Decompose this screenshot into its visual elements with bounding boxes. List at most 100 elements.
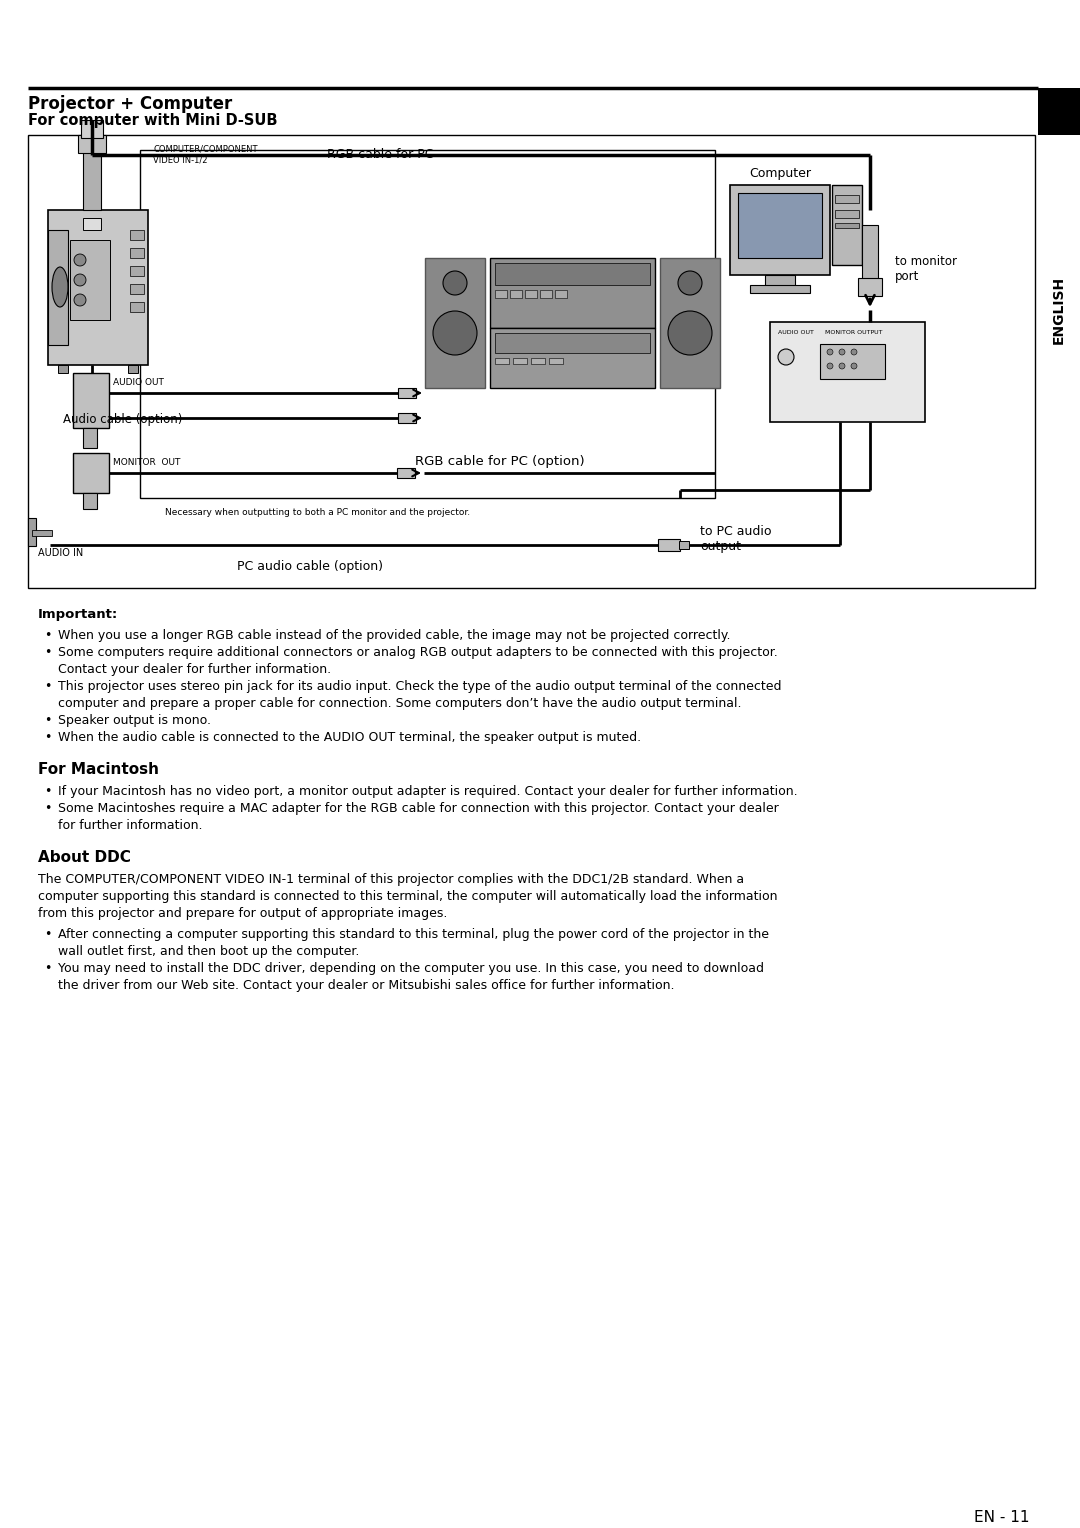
Bar bbox=[555, 290, 567, 298]
Text: Necessary when outputting to both a PC monitor and the projector.: Necessary when outputting to both a PC m… bbox=[165, 507, 470, 516]
Text: •: • bbox=[44, 730, 52, 744]
Text: RGB cable for PC (option): RGB cable for PC (option) bbox=[415, 455, 584, 468]
Bar bbox=[32, 530, 52, 536]
Bar bbox=[858, 278, 882, 296]
Text: MONITOR  OUT: MONITOR OUT bbox=[113, 458, 180, 468]
Bar bbox=[490, 258, 654, 329]
Bar bbox=[83, 428, 97, 448]
Bar bbox=[28, 518, 36, 545]
Text: •: • bbox=[44, 927, 52, 941]
Text: After connecting a computer supporting this standard to this terminal, plug the : After connecting a computer supporting t… bbox=[58, 927, 769, 941]
Circle shape bbox=[778, 348, 794, 365]
Bar bbox=[835, 209, 859, 219]
Circle shape bbox=[839, 364, 845, 368]
Bar bbox=[78, 134, 106, 153]
Bar bbox=[832, 185, 862, 264]
Bar bbox=[399, 388, 416, 397]
Text: Some Macintoshes require a MAC adapter for the RGB cable for connection with thi: Some Macintoshes require a MAC adapter f… bbox=[58, 802, 779, 814]
Text: For computer with Mini D-SUB: For computer with Mini D-SUB bbox=[28, 113, 278, 128]
Circle shape bbox=[827, 348, 833, 354]
Text: the driver from our Web site. Contact your dealer or Mitsubishi sales office for: the driver from our Web site. Contact yo… bbox=[58, 979, 675, 992]
Bar bbox=[549, 358, 563, 364]
Circle shape bbox=[75, 274, 86, 286]
Bar bbox=[660, 258, 720, 388]
Text: Speaker output is mono.: Speaker output is mono. bbox=[58, 714, 211, 727]
Bar bbox=[426, 258, 485, 388]
Text: The COMPUTER/COMPONENT VIDEO IN-1 terminal of this projector complies with the D: The COMPUTER/COMPONENT VIDEO IN-1 termin… bbox=[38, 872, 744, 886]
Bar bbox=[835, 223, 859, 228]
Bar bbox=[495, 358, 509, 364]
Ellipse shape bbox=[52, 267, 68, 307]
Text: MONITOR OUTPUT: MONITOR OUTPUT bbox=[825, 330, 882, 335]
Bar bbox=[730, 185, 831, 275]
Bar bbox=[83, 219, 102, 231]
Text: For Macintosh: For Macintosh bbox=[38, 762, 159, 778]
Text: •: • bbox=[44, 802, 52, 814]
Bar bbox=[540, 290, 552, 298]
Text: AUDIO OUT: AUDIO OUT bbox=[113, 377, 164, 387]
Text: AUDIO OUT: AUDIO OUT bbox=[778, 330, 814, 335]
Text: You may need to install the DDC driver, depending on the computer you use. In th: You may need to install the DDC driver, … bbox=[58, 963, 764, 975]
Text: Projector + Computer: Projector + Computer bbox=[28, 95, 232, 113]
Bar bbox=[1038, 134, 1080, 1335]
Bar bbox=[130, 303, 144, 312]
Text: When the audio cable is connected to the AUDIO OUT terminal, the speaker output : When the audio cable is connected to the… bbox=[58, 730, 642, 744]
Text: Important:: Important: bbox=[38, 608, 118, 620]
Text: •: • bbox=[44, 785, 52, 798]
Bar bbox=[862, 225, 878, 280]
Text: When you use a longer RGB cable instead of the provided cable, the image may not: When you use a longer RGB cable instead … bbox=[58, 630, 730, 642]
Bar bbox=[765, 275, 795, 287]
Bar bbox=[525, 290, 537, 298]
Bar bbox=[28, 134, 1035, 588]
Text: COMPUTER/COMPONENT
VIDEO IN-1/2: COMPUTER/COMPONENT VIDEO IN-1/2 bbox=[153, 145, 257, 165]
Text: PC audio cable (option): PC audio cable (option) bbox=[237, 559, 383, 573]
Circle shape bbox=[851, 348, 858, 354]
Bar bbox=[399, 413, 416, 423]
Text: This projector uses stereo pin jack for its audio input. Check the type of the a: This projector uses stereo pin jack for … bbox=[58, 680, 782, 694]
Bar bbox=[70, 240, 110, 319]
Text: Audio cable (option): Audio cable (option) bbox=[63, 413, 183, 426]
Bar bbox=[73, 373, 109, 428]
Circle shape bbox=[851, 364, 858, 368]
Bar bbox=[513, 358, 527, 364]
Text: computer and prepare a proper cable for connection. Some computers don’t have th: computer and prepare a proper cable for … bbox=[58, 697, 742, 711]
Text: EN - 11: EN - 11 bbox=[974, 1510, 1030, 1525]
Text: About DDC: About DDC bbox=[38, 850, 131, 865]
Bar bbox=[1038, 89, 1080, 134]
Bar bbox=[495, 263, 650, 286]
Bar bbox=[83, 494, 97, 509]
Bar bbox=[48, 231, 68, 345]
Text: ENGLISH: ENGLISH bbox=[1052, 277, 1066, 344]
Bar bbox=[495, 333, 650, 353]
Bar bbox=[770, 322, 924, 422]
Bar bbox=[83, 150, 102, 209]
Bar bbox=[490, 329, 654, 388]
Text: •: • bbox=[44, 714, 52, 727]
Bar bbox=[130, 231, 144, 240]
Bar bbox=[129, 365, 138, 373]
Bar bbox=[658, 539, 680, 552]
Circle shape bbox=[75, 293, 86, 306]
Bar bbox=[531, 358, 545, 364]
Text: •: • bbox=[44, 680, 52, 694]
Circle shape bbox=[433, 312, 477, 354]
Bar bbox=[495, 290, 507, 298]
Text: If your Macintosh has no video port, a monitor output adapter is required. Conta: If your Macintosh has no video port, a m… bbox=[58, 785, 798, 798]
Bar bbox=[130, 266, 144, 277]
Text: RGB cable for PC: RGB cable for PC bbox=[327, 148, 433, 160]
Bar bbox=[58, 365, 68, 373]
Circle shape bbox=[669, 312, 712, 354]
Text: •: • bbox=[44, 963, 52, 975]
Text: Some computers require additional connectors or analog RGB output adapters to be: Some computers require additional connec… bbox=[58, 646, 778, 659]
Bar bbox=[750, 286, 810, 293]
Bar bbox=[397, 468, 415, 478]
Text: •: • bbox=[44, 630, 52, 642]
Circle shape bbox=[75, 254, 86, 266]
Text: •: • bbox=[44, 646, 52, 659]
Text: computer supporting this standard is connected to this terminal, the computer wi: computer supporting this standard is con… bbox=[38, 889, 778, 903]
Bar bbox=[73, 452, 109, 494]
Circle shape bbox=[839, 348, 845, 354]
Text: to PC audio
output: to PC audio output bbox=[700, 526, 771, 553]
Text: for further information.: for further information. bbox=[58, 819, 203, 833]
Bar bbox=[140, 150, 715, 498]
